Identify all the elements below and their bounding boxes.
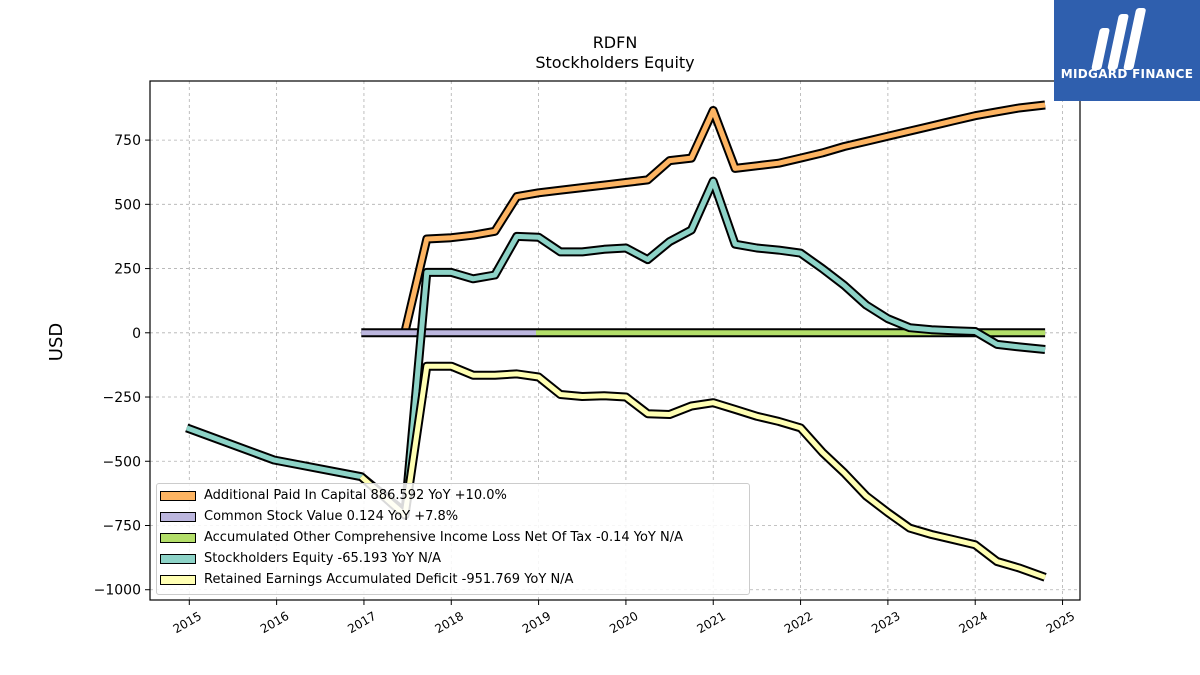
legend-item: Common Stock Value 0.124 YoY +7.8% <box>157 508 749 528</box>
y-tick-label: −250 <box>103 390 141 406</box>
legend-swatch <box>160 533 196 543</box>
x-tick-label: 2019 <box>520 609 553 636</box>
midgard-logo-icon <box>1091 8 1146 70</box>
series-layer <box>185 100 1047 582</box>
y-tick-label: 0 <box>132 326 141 342</box>
brand-logo: MIDGARD FINANCE <box>1054 0 1200 101</box>
legend-item: Retained Earnings Accumulated Deficit -9… <box>157 571 749 591</box>
y-tick-label: 500 <box>114 197 141 213</box>
chart-title-line2: Stockholders Equity <box>535 53 695 72</box>
legend-label: Stockholders Equity -65.193 YoY N/A <box>204 551 442 566</box>
legend-label: Common Stock Value 0.124 YoY +7.8% <box>204 509 459 524</box>
x-tick-label: 2023 <box>869 609 902 636</box>
legend-label: Retained Earnings Accumulated Deficit -9… <box>204 572 574 587</box>
y-axis-label: USD <box>46 322 67 362</box>
series-outline-stockholders-equity <box>185 176 1046 518</box>
x-tick-label: 2025 <box>1044 609 1077 636</box>
x-tick-label: 2024 <box>956 609 989 636</box>
x-tick-label: 2018 <box>433 609 466 636</box>
series-line-stockholders-equity <box>185 178 1046 516</box>
x-tick-label: 2016 <box>258 609 291 636</box>
y-tick-label: 250 <box>114 262 141 278</box>
legend-swatch <box>160 554 196 564</box>
y-tick-label: −500 <box>103 454 141 470</box>
legend-label: Additional Paid In Capital 886.592 YoY +… <box>204 488 507 503</box>
legend-item: Additional Paid In Capital 886.592 YoY +… <box>157 487 749 507</box>
series-line-additional-paid-in-capital <box>402 102 1046 333</box>
y-tick-label: −750 <box>103 518 141 534</box>
legend-swatch <box>160 575 196 585</box>
plot-frame <box>149 80 1081 601</box>
y-tick-label: 750 <box>114 133 141 149</box>
x-tick-label: 2017 <box>345 609 378 636</box>
chart-title-line1: RDFN <box>592 33 638 52</box>
x-tick-label: 2021 <box>695 609 728 636</box>
x-tick-label: 2015 <box>171 609 204 636</box>
legend-label: Accumulated Other Comprehensive Income L… <box>204 530 683 545</box>
legend: Additional Paid In Capital 886.592 YoY +… <box>156 483 750 595</box>
x-tick-label: 2020 <box>607 609 640 636</box>
legend-swatch <box>160 512 196 522</box>
legend-swatch <box>160 491 196 501</box>
series-line-retained-earnings-accumulated-deficit <box>359 363 1046 580</box>
y-tick-label: −1000 <box>94 583 141 599</box>
legend-item: Accumulated Other Comprehensive Income L… <box>157 529 749 549</box>
logo-text: MIDGARD FINANCE <box>1060 67 1194 81</box>
x-tick-label: 2022 <box>782 609 815 636</box>
legend-item: Stockholders Equity -65.193 YoY N/A <box>157 550 749 570</box>
